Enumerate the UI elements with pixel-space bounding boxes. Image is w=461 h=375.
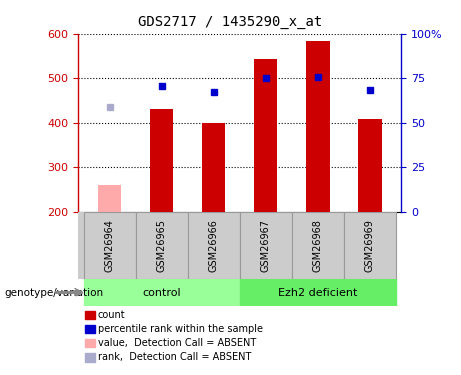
Text: GSM26969: GSM26969	[365, 219, 375, 272]
Text: GSM26966: GSM26966	[209, 219, 219, 272]
Text: genotype/variation: genotype/variation	[5, 288, 104, 297]
Text: Ezh2 deficient: Ezh2 deficient	[278, 288, 357, 297]
Bar	[83, 212, 136, 279]
Text: control: control	[142, 288, 181, 297]
Bar	[292, 212, 344, 279]
Text: GSM26965: GSM26965	[157, 219, 166, 272]
Text: GSM26964: GSM26964	[105, 219, 115, 272]
Bar	[344, 212, 396, 279]
Text: count: count	[98, 310, 125, 320]
Text: GSM26967: GSM26967	[261, 219, 271, 272]
Bar	[188, 212, 240, 279]
Bar	[202, 123, 225, 212]
Text: GSM26968: GSM26968	[313, 219, 323, 272]
Bar	[150, 110, 173, 212]
Text: rank,  Detection Call = ABSENT: rank, Detection Call = ABSENT	[98, 352, 251, 362]
Bar	[136, 212, 188, 279]
Bar	[98, 185, 121, 212]
Bar	[254, 59, 278, 212]
Bar	[83, 279, 240, 306]
Bar	[240, 279, 396, 306]
Text: percentile rank within the sample: percentile rank within the sample	[98, 324, 263, 334]
Bar	[358, 119, 382, 212]
Text: GDS2717 / 1435290_x_at: GDS2717 / 1435290_x_at	[138, 15, 323, 29]
Bar	[306, 41, 330, 212]
Bar	[240, 212, 292, 279]
Text: value,  Detection Call = ABSENT: value, Detection Call = ABSENT	[98, 338, 256, 348]
